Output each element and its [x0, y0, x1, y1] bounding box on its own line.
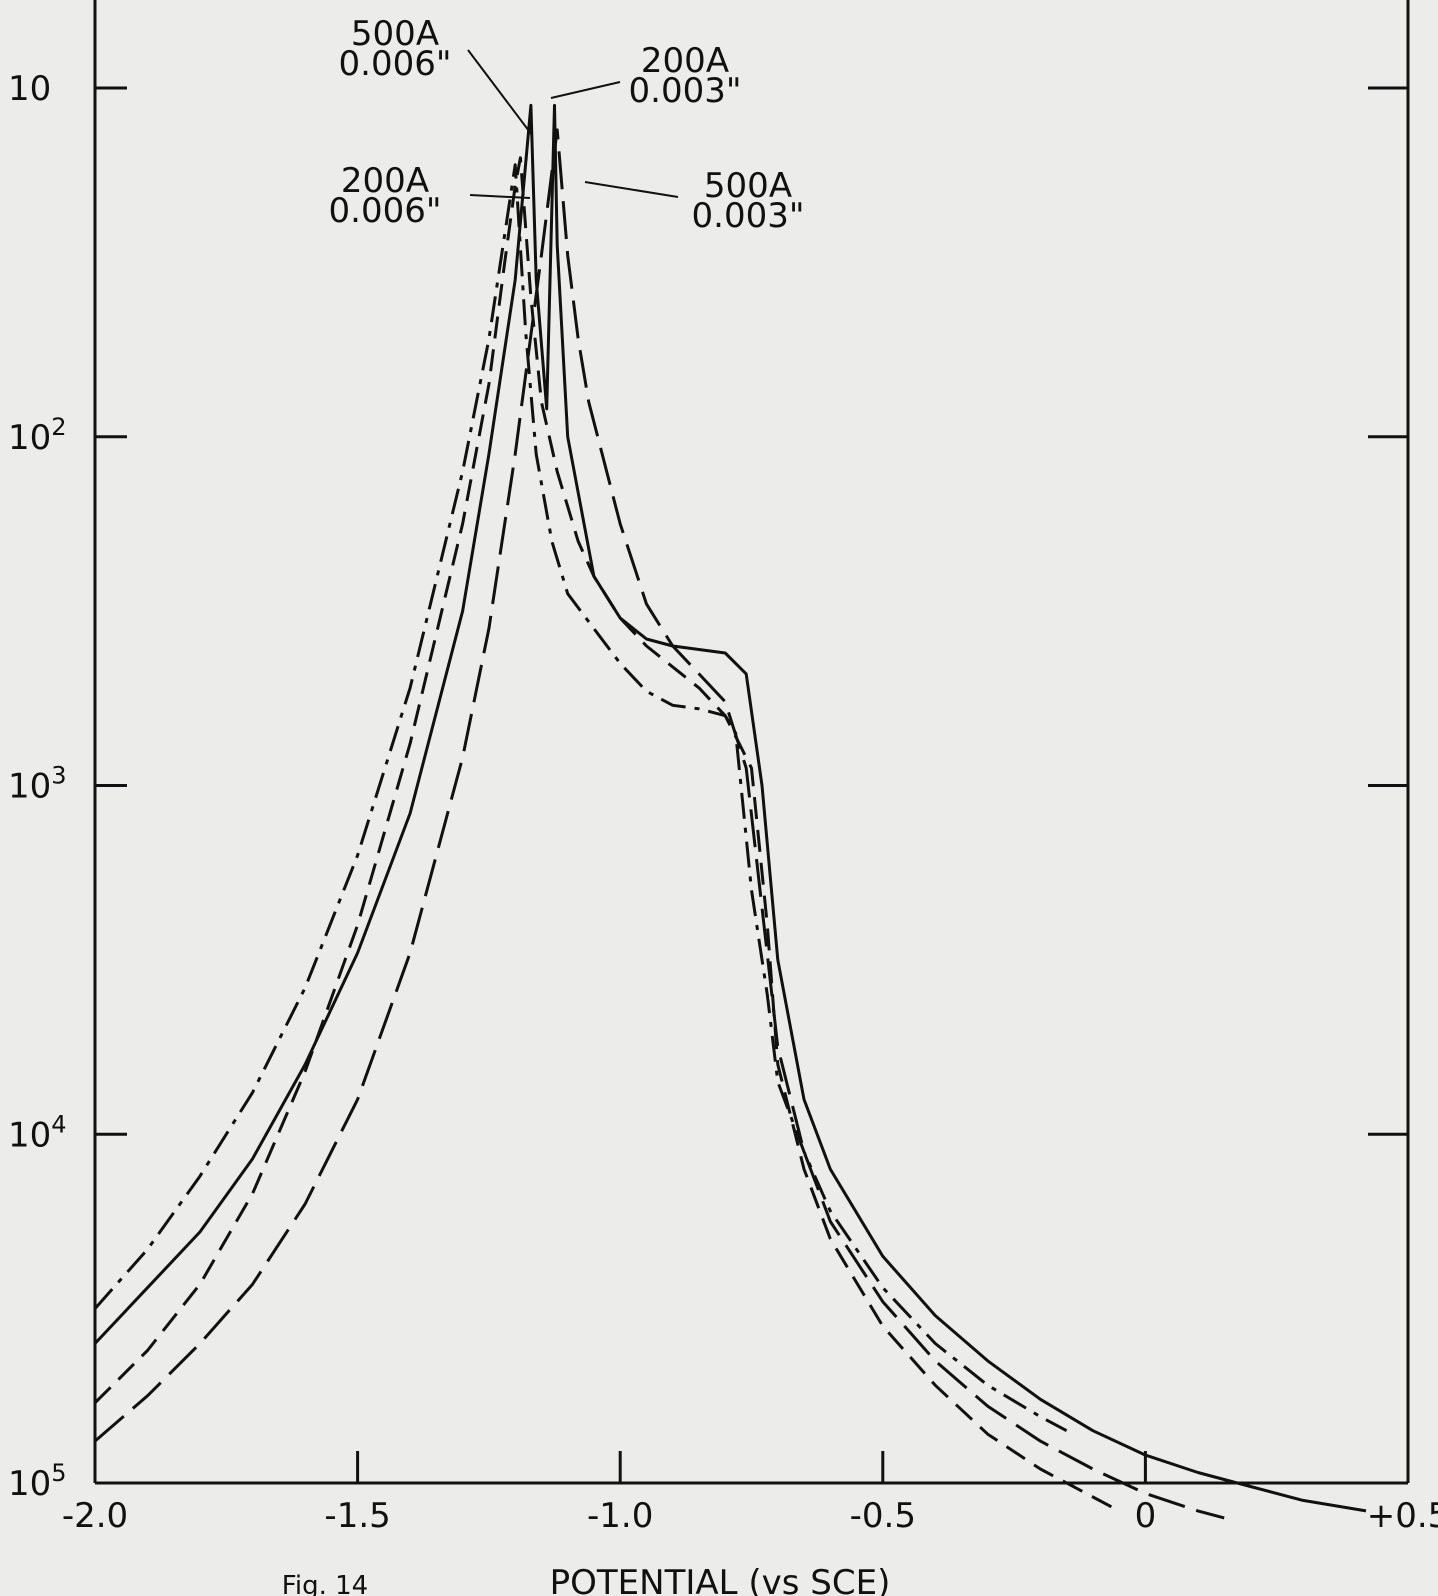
figure-caption: Fig. 14: [282, 1571, 368, 1596]
annotation-label: 0.006": [339, 44, 452, 84]
annotation-label: 500A: [351, 14, 439, 54]
x-tick-label: -2.0: [62, 1496, 128, 1536]
annotation-leader: [467, 49, 533, 136]
x-tick-label: -1.0: [587, 1496, 653, 1536]
annotation-leader: [469, 194, 531, 199]
x-tick-label: +0.5: [1367, 1496, 1438, 1536]
y-tick-label: 104: [8, 1110, 67, 1155]
labels: 10102103104105-2.0-1.5-1.0-0.50+0.5500A0…: [8, 14, 1438, 1536]
x-axis-title: POTENTIAL (vs SCE): [550, 1563, 891, 1596]
annotation-label: 0.006": [329, 191, 442, 231]
axes: [93, 0, 1410, 1485]
x-tick-label: -0.5: [850, 1496, 916, 1536]
x-tick-label: -1.5: [324, 1496, 390, 1536]
annotation-label: 200A: [641, 41, 729, 81]
curve-solid: [93, 103, 1367, 1513]
annotation-label: 0.003": [629, 71, 742, 111]
annotation-label: 500A: [704, 166, 792, 206]
x-tick-label: 0: [1135, 1496, 1157, 1536]
curves: [93, 103, 1367, 1520]
curve-dash-dot: [93, 163, 1068, 1433]
curve-long-dash: [94, 128, 1225, 1520]
curve-dashed: [93, 156, 1120, 1513]
y-tick-label: 105: [8, 1459, 67, 1504]
annotation-leader: [584, 181, 679, 198]
y-tick-label: 102: [8, 413, 67, 458]
y-tick-label: 10: [8, 69, 51, 109]
annotation-leader: [550, 81, 621, 99]
annotation-label: 0.003": [692, 196, 805, 236]
y-tick-label: 103: [8, 762, 67, 807]
annotation-label: 200A: [341, 161, 429, 201]
